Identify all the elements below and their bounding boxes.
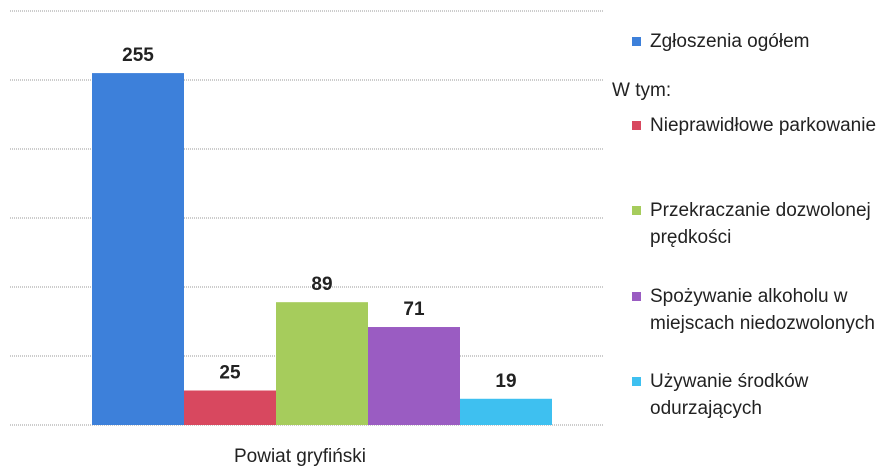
x-tick-label: Powiat gryfiński [234, 446, 366, 467]
bar [460, 398, 552, 425]
legend-swatch [632, 206, 641, 215]
legend-label: Spożywanie alkoholu w miejscach niedozwo… [650, 286, 875, 334]
legend-item: Przekraczanie dozwolonej prędkości [632, 197, 877, 251]
data-label: 255 [122, 45, 154, 66]
legend-item: Zgłoszenia ogółem [632, 28, 877, 55]
legend-heading: W tym: [612, 80, 672, 101]
data-label: 25 [219, 363, 241, 384]
legend-label: Nieprawidłowe parkowanie [650, 115, 877, 136]
legend-label: Przekraczanie dozwolonej prędkości [650, 200, 871, 248]
legend-item: Używanie środków odurzających [632, 368, 877, 422]
legend-swatch [632, 377, 641, 386]
bar [368, 327, 460, 425]
legend-item: Nieprawidłowe parkowanie [632, 112, 877, 139]
bar [184, 390, 276, 425]
bar [92, 73, 184, 425]
legend-swatch [632, 121, 641, 130]
legend-item: Spożywanie alkoholu w miejscach niedozwo… [632, 283, 877, 337]
legend-label: Zgłoszenia ogółem [650, 31, 810, 52]
legend-swatch [632, 37, 641, 46]
chart: Powiat gryfiński 255 25 89 71 19 [10, 10, 604, 467]
data-label: 19 [495, 371, 516, 392]
data-label: 89 [311, 274, 332, 295]
data-label: 71 [403, 299, 425, 320]
bar [276, 302, 368, 425]
legend-swatch [632, 292, 641, 301]
legend-label: Używanie środków odurzających [650, 371, 809, 419]
